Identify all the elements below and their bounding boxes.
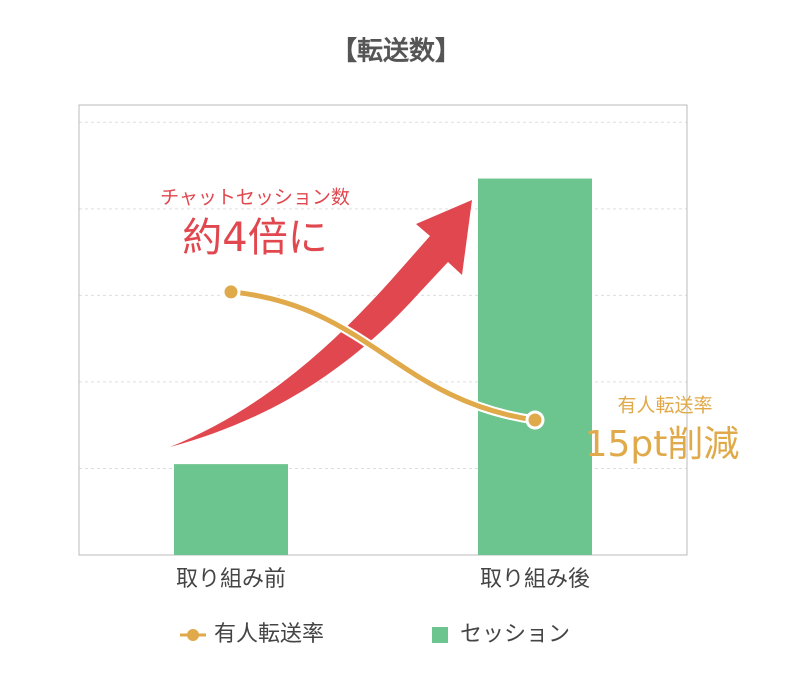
x-tick-label: 取り組み後 [480,567,590,592]
trend-arrow [170,200,472,447]
legend-label: セッション [460,622,570,647]
bar [174,464,288,555]
bars [174,178,592,556]
annotation: 約4倍に [182,215,327,261]
legend: 有人転送率 セッション [180,622,570,647]
chart-title: 【転送数】 [331,37,461,67]
legend-swatch [432,627,448,643]
x-tick-label: 取り組み前 [176,567,286,592]
legend-label: 有人転送率 [214,622,324,647]
line [230,289,536,423]
lines [221,282,545,430]
annotation: 有人転送率 [617,395,712,417]
bar [478,178,592,556]
line-marker [525,410,545,430]
annotation: 15pt削減 [585,424,740,465]
annotation: チャットセッション数 [160,187,350,209]
plot-frame [78,104,688,556]
legend-swatch [187,629,199,641]
line-marker [221,282,241,302]
